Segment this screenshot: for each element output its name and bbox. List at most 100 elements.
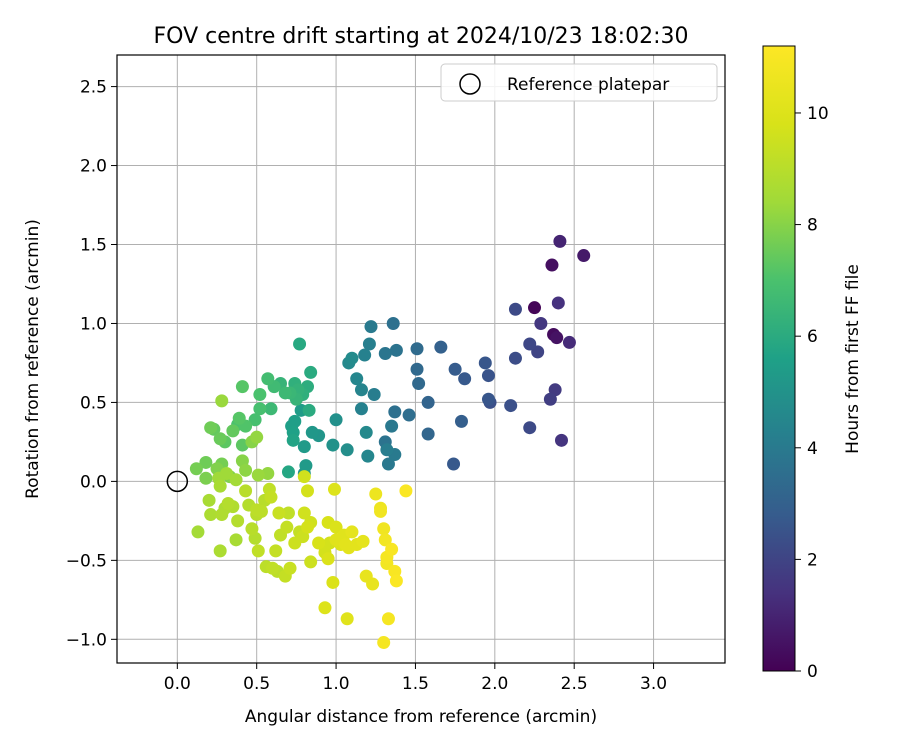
chart-title: FOV centre drift starting at 2024/10/23 … [154,24,689,49]
data-point [278,386,292,400]
data-point [380,443,394,457]
colorbar-tick-label: 6 [807,327,818,347]
legend-reference-marker [459,73,481,95]
data-point [251,468,265,482]
data-point [447,457,461,471]
data-point [354,383,368,397]
data-point [354,402,368,416]
x-tick-label: 0.0 [164,674,191,694]
data-point [199,471,213,485]
data-point [254,504,268,518]
data-point [458,372,472,386]
data-point [191,525,205,539]
data-point [318,601,332,615]
plot-frame [116,54,726,664]
data-point [215,508,229,522]
data-point [421,427,435,441]
data-point [297,440,311,454]
data-point [362,337,376,351]
data-point [358,348,372,362]
colorbar-tick-label: 10 [807,104,829,124]
colorbar-gradient [762,45,796,672]
data-point [300,484,314,498]
data-point [293,337,307,351]
data-point [481,392,495,406]
data-point [250,430,264,444]
data-point [554,433,568,447]
data-point [189,462,203,476]
data-point [299,459,313,473]
data-point [448,362,462,376]
data-point [297,470,311,484]
colorbar-tick-label: 4 [807,439,818,459]
data-point [232,411,246,425]
data-point [304,555,318,569]
y-tick-label: 1.0 [80,314,107,334]
data-point [204,421,218,435]
data-point [239,463,253,477]
data-point [550,331,564,345]
data-point [543,392,557,406]
data-point [300,520,314,534]
data-points [189,234,591,649]
data-point [340,612,354,626]
y-tick-label: 0.0 [80,472,107,492]
x-axis-label: Angular distance from reference (arcmin) [245,707,597,727]
data-point [377,635,391,649]
data-point [523,337,537,351]
data-point [386,316,400,330]
data-point [327,482,341,496]
data-point [215,394,229,408]
x-axis-ticks: 0.0 0.5 1.0 1.5 2.0 2.5 3.0 [164,663,667,694]
data-point [350,372,364,386]
reference-marker [166,470,189,493]
data-point [388,405,402,419]
data-point [280,520,294,534]
data-point [239,484,253,498]
x-tick-label: 2.0 [481,674,508,694]
y-tick-label: 2.0 [80,157,107,177]
data-point [326,438,340,452]
data-point [264,490,278,504]
data-point [199,455,213,469]
data-point [562,335,576,349]
colorbar-tick-label: 2 [807,550,818,570]
data-point [478,356,492,370]
data-point [421,395,435,409]
data-point [508,302,522,316]
data-point [213,479,227,493]
data-point [356,534,370,548]
data-point [504,399,518,413]
data-point [321,552,335,566]
colorbar-tick-label: 0 [807,662,818,682]
data-point [481,369,495,383]
data-point [359,425,373,439]
data-point [553,234,567,248]
data-point [412,376,426,390]
data-point [329,413,343,427]
data-point [577,249,591,263]
data-point [410,342,424,356]
data-point [402,408,416,422]
data-point [377,522,391,536]
grid-lines [117,55,725,663]
data-point [269,544,283,558]
data-point [434,340,448,354]
data-point [454,414,468,428]
data-point [213,544,227,558]
data-point [389,343,403,357]
data-point [253,388,267,402]
data-point [378,533,392,547]
colorbar: 0 2 4 6 8 10 Hours from first FF file [762,45,863,682]
data-point [528,301,542,315]
data-point [531,345,545,359]
data-point [361,449,375,463]
data-point [381,457,395,471]
y-tick-label: 1.5 [80,236,107,256]
colorbar-label: Hours from first FF file [843,264,863,454]
data-point [508,351,522,365]
data-point [302,403,316,417]
data-point [281,465,295,479]
data-point [304,365,318,379]
